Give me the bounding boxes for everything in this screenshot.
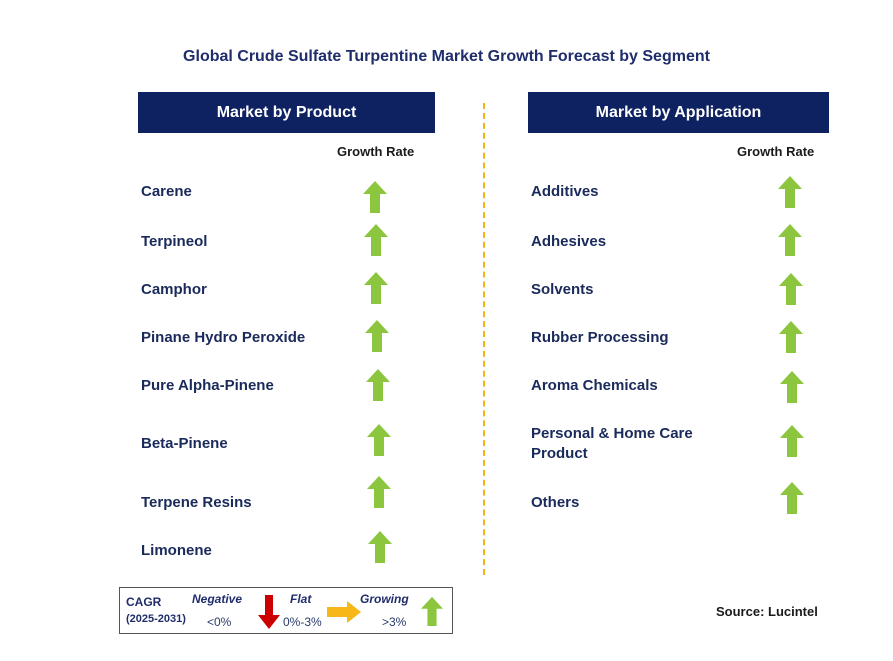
growing-arrow-icon [365,320,389,352]
growing-arrow-icon [421,596,443,627]
legend-cagr-label: CAGR [126,595,162,609]
application-item-additives: Additives [531,183,599,200]
application-growth-rate-label: Growth Rate [737,144,815,159]
growing-arrow-icon [367,476,391,508]
market-by-product-header: Market by Product [138,92,435,133]
legend-flat-range: 0%-3% [283,615,322,629]
product-item-carene: Carene [141,183,192,200]
growing-arrow-icon [367,424,391,456]
legend-negative-label: Negative [192,592,243,606]
cagr-legend: CAGR (2025-2031) Negative <0% Flat 0%-3%… [119,587,453,634]
application-item-solvents: Solvents [531,281,594,298]
product-item-terpineol: Terpineol [141,233,208,250]
application-item-rubber-processing: Rubber Processing [531,329,669,346]
growing-arrow-icon [366,369,390,401]
flat-arrow-icon [327,601,361,623]
legend-period: (2025-2031) [126,613,186,625]
product-growth-rate-label: Growth Rate [337,144,415,159]
panel-divider [483,103,485,575]
legend-growing-label: Growing [360,592,409,606]
source-credit: Source: Lucintel [716,604,818,619]
legend-growing-range: >3% [382,615,407,629]
growing-arrow-icon [364,272,388,304]
product-item-camphor: Camphor [141,281,207,298]
application-item-personal-home-care-line2: Product [531,445,588,462]
growing-arrow-icon [780,425,804,457]
application-item-aroma-chemicals: Aroma Chemicals [531,377,658,394]
legend-negative-range: <0% [207,615,232,629]
product-item-terpene-resins: Terpene Resins [141,494,252,511]
product-item-pure-alpha-pinene: Pure Alpha-Pinene [141,377,274,394]
product-item-pinane-hydro-peroxide: Pinane Hydro Peroxide [141,329,306,346]
market-by-application-header: Market by Application [528,92,829,133]
growing-arrow-icon [779,321,803,353]
chart-title: Global Crude Sulfate Turpentine Market G… [183,48,710,65]
negative-arrow-icon [258,595,280,629]
application-item-personal-home-care: Personal & Home Care [531,425,693,442]
growing-arrow-icon [368,531,392,563]
growing-arrow-icon [778,176,802,208]
growing-arrow-icon [363,181,387,213]
growing-arrow-icon [779,273,803,305]
growing-arrow-icon [780,371,804,403]
application-item-others: Others [531,494,580,511]
legend-flat-label: Flat [290,592,312,606]
growing-arrow-icon [780,482,804,514]
product-item-beta-pinene: Beta-Pinene [141,435,228,452]
product-item-limonene: Limonene [141,542,212,559]
growing-arrow-icon [778,224,802,256]
application-item-adhesives: Adhesives [531,233,607,250]
growing-arrow-icon [364,224,388,256]
